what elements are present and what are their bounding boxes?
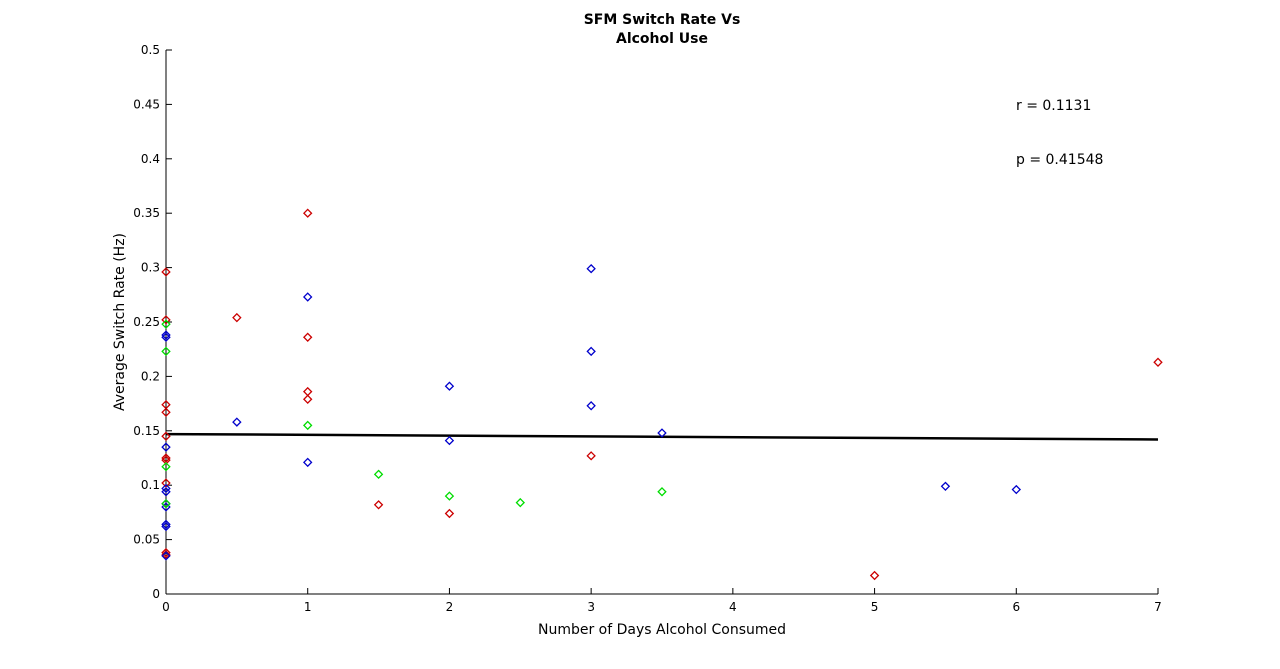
data-point xyxy=(161,550,171,560)
data-point xyxy=(586,401,596,411)
x-tick-label: 4 xyxy=(729,600,737,614)
x-tick-label: 1 xyxy=(304,600,312,614)
chart-title-line-2: Alcohol Use xyxy=(616,31,708,47)
x-tick-label: 5 xyxy=(871,600,879,614)
y-tick-label: 0.35 xyxy=(133,206,160,220)
data-point xyxy=(161,332,171,342)
data-point xyxy=(161,547,171,558)
data-point xyxy=(161,455,171,465)
data-point xyxy=(586,263,596,274)
data-point xyxy=(444,435,455,446)
data-point xyxy=(302,332,313,342)
data-point xyxy=(515,497,526,508)
y-tick-label: 0.15 xyxy=(133,424,160,438)
data-point xyxy=(161,330,171,340)
x-tick-label: 7 xyxy=(1154,600,1162,614)
data-point xyxy=(232,417,242,427)
data-point xyxy=(657,428,667,438)
y-axis-label: Average Switch Rate (Hz) xyxy=(112,233,128,411)
data-point xyxy=(586,451,596,461)
data-point xyxy=(302,292,313,302)
data-point xyxy=(1153,357,1163,367)
data-point xyxy=(232,312,242,323)
y-tick-label: 0 xyxy=(152,587,160,601)
p-annotation: p = 0.41548 xyxy=(1016,152,1103,168)
data-point xyxy=(302,394,313,404)
data-point xyxy=(302,457,313,468)
r-annotation: r = 0.1131 xyxy=(1016,98,1091,114)
ticks: 0 0.05 0.1 0.15 0.2 0.25 0.3 0.35 0.4 0.45 0.5 0 1 2 3… xyxy=(133,43,1162,614)
axes xyxy=(165,50,1158,595)
data-point xyxy=(161,521,171,532)
data-point xyxy=(161,478,171,488)
y-tick-label: 0.05 xyxy=(133,533,160,547)
y-tick-label: 0.2 xyxy=(141,369,160,383)
data-point xyxy=(161,453,171,463)
x-axis-label: Number of Days Alcohol Consumed xyxy=(538,622,786,638)
data-point xyxy=(161,346,171,357)
data-point xyxy=(373,500,384,510)
data-point xyxy=(161,498,171,509)
y-tick-label: 0.1 xyxy=(141,478,160,492)
data-point xyxy=(444,381,455,391)
data-points xyxy=(161,208,1163,581)
data-point xyxy=(161,461,171,472)
y-tick-label: 0.3 xyxy=(141,261,160,275)
data-point xyxy=(1011,484,1022,495)
data-point xyxy=(161,431,171,441)
data-point xyxy=(657,487,667,497)
x-tick-label: 6 xyxy=(1012,600,1020,614)
data-point xyxy=(161,315,171,325)
x-tick-label: 3 xyxy=(587,600,595,614)
data-point xyxy=(373,469,384,480)
data-point xyxy=(302,420,313,431)
x-tick-label: 0 xyxy=(162,600,170,614)
data-point xyxy=(444,491,455,501)
data-point xyxy=(161,519,171,530)
data-point xyxy=(302,208,313,218)
data-point xyxy=(161,442,171,452)
y-tick-label: 0.45 xyxy=(133,97,160,111)
chart-title-line-1: SFM Switch Rate Vs xyxy=(584,12,741,28)
data-point xyxy=(161,407,171,418)
x-tick-label: 2 xyxy=(446,600,454,614)
data-point xyxy=(869,570,880,581)
data-point xyxy=(161,487,171,497)
y-tick-label: 0.25 xyxy=(133,315,160,329)
y-tick-label: 0.4 xyxy=(141,152,160,166)
data-point xyxy=(586,346,596,357)
y-tick-label: 0.5 xyxy=(141,43,160,57)
data-point xyxy=(161,319,171,329)
data-point xyxy=(161,483,171,494)
data-point xyxy=(161,267,171,277)
data-point xyxy=(302,386,313,397)
data-point xyxy=(444,508,455,519)
data-point xyxy=(161,551,171,561)
data-point xyxy=(940,481,951,492)
